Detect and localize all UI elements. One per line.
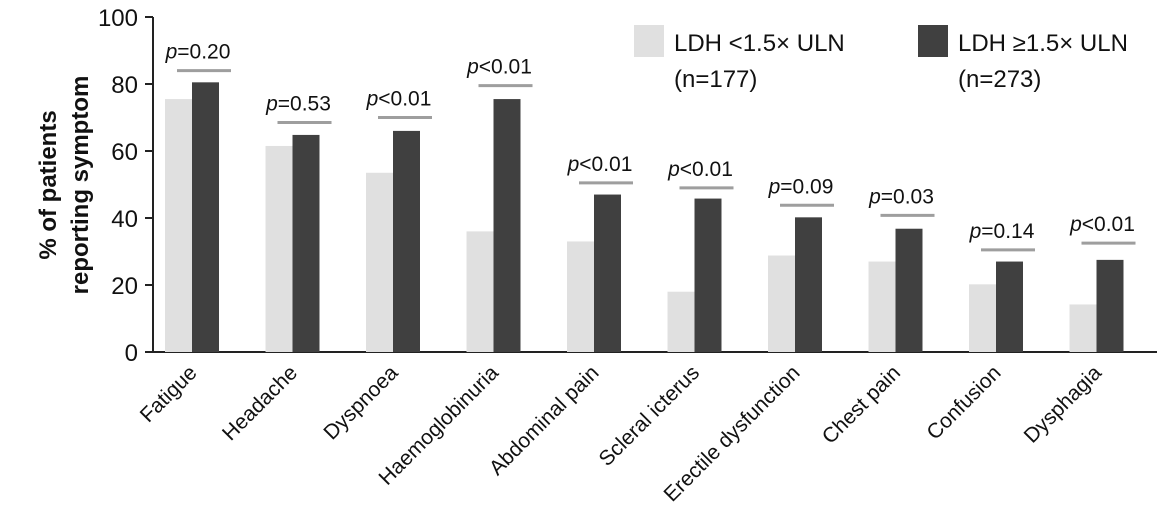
bar-series-2 xyxy=(996,261,1023,352)
p-value-label: p<0.01 xyxy=(466,56,532,79)
bar-series-1 xyxy=(868,261,896,352)
bar-series-2 xyxy=(795,217,822,352)
p-value-label: p<0.01 xyxy=(366,88,432,111)
bar-series-1 xyxy=(567,241,594,352)
p-value-label: p=0.53 xyxy=(265,93,331,116)
category-label: Abdominal pain xyxy=(485,361,604,480)
bar-series-2 xyxy=(694,198,722,352)
p-value-label: p<0.01 xyxy=(667,158,733,181)
y-tick-label: 0 xyxy=(125,340,138,367)
y-tick-label: 40 xyxy=(111,206,138,233)
legend: LDH <1.5× ULN (n=177) LDH ≥1.5× ULN (n=273) xyxy=(634,25,1128,93)
bar-series-2 xyxy=(493,99,521,352)
p-value-label: p=0.14 xyxy=(969,220,1035,243)
category-label: Scleral icterus xyxy=(595,361,705,471)
bar-series-2 xyxy=(292,134,320,352)
category-labels: Fatigue Headache DyspnoeaHaemoglobinuriaAb… xyxy=(136,361,1107,506)
bar-series-2 xyxy=(594,194,621,352)
bar-series-1 xyxy=(466,231,494,352)
bar-series-2 xyxy=(1096,259,1124,352)
p-value-label: p<0.01 xyxy=(567,153,633,176)
category-label: Chest pain xyxy=(818,361,905,448)
bars xyxy=(165,82,1124,352)
y-tick-label: 80 xyxy=(111,72,138,99)
p-value-label: p=0.20 xyxy=(165,41,231,64)
bar-series-2 xyxy=(895,228,923,352)
bar-series-2 xyxy=(192,82,219,352)
legend-label-1: LDH <1.5× ULN (n=177) xyxy=(674,30,845,93)
bar-series-1 xyxy=(969,284,996,352)
bar-series-2 xyxy=(393,130,420,352)
p-value-label: p<0.01 xyxy=(1069,213,1135,236)
category-label: Headache xyxy=(218,361,302,445)
y-axis-label: % of patients reporting symptom xyxy=(35,76,94,295)
y-tick-label: 20 xyxy=(111,273,138,300)
y-tick-label: 60 xyxy=(111,139,138,166)
p-value-annotations: p=0.20 p=0.53 p<0.01 p<0.01 p<0.01 p<0.01 p=0.… xyxy=(165,41,1136,252)
y-axis-title: % of patients reporting symptom xyxy=(35,76,94,295)
bar-series-1 xyxy=(165,99,192,352)
bar-series-1 xyxy=(768,255,795,352)
bar-series-1 xyxy=(667,291,695,352)
category-label: Confusion xyxy=(922,361,1005,444)
bar-series-1 xyxy=(1069,304,1097,352)
legend-swatch-2 xyxy=(918,25,948,57)
p-value-label: p=0.03 xyxy=(868,185,934,208)
bar-series-1 xyxy=(265,145,293,352)
legend-label-2: LDH ≥1.5× ULN (n=273) xyxy=(958,30,1128,93)
y-tick-label: 100 xyxy=(98,5,138,32)
category-label: Fatigue xyxy=(136,361,202,427)
category-label: Dyspnoea xyxy=(319,361,402,444)
legend-swatch-1 xyxy=(634,25,664,57)
bar-series-1 xyxy=(366,172,393,352)
p-value-label: p=0.09 xyxy=(768,175,834,198)
category-label: Dysphagia xyxy=(1020,361,1107,448)
